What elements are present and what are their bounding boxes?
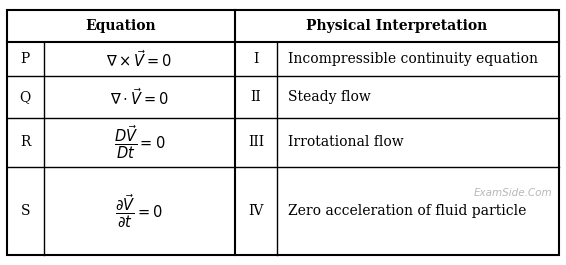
Text: $\nabla \times \vec{V} = 0$: $\nabla \times \vec{V} = 0$ xyxy=(106,49,172,70)
Text: II: II xyxy=(251,90,261,104)
Text: III: III xyxy=(248,135,264,149)
Text: IV: IV xyxy=(248,204,264,218)
Text: R: R xyxy=(20,135,31,149)
Text: ExamSide.Com: ExamSide.Com xyxy=(474,188,552,198)
Text: $\dfrac{D\vec{V}}{Dt} = 0$: $\dfrac{D\vec{V}}{Dt} = 0$ xyxy=(114,124,165,161)
Text: Physical Interpretation: Physical Interpretation xyxy=(306,19,488,33)
Text: Steady flow: Steady flow xyxy=(288,90,370,104)
Text: I: I xyxy=(254,52,259,66)
Text: Q: Q xyxy=(20,90,31,104)
Text: Equation: Equation xyxy=(85,19,156,33)
Text: Irrotational flow: Irrotational flow xyxy=(288,135,403,149)
Text: $\nabla \cdot \vec{V} = 0$: $\nabla \cdot \vec{V} = 0$ xyxy=(110,87,169,108)
Text: Incompressible continuity equation: Incompressible continuity equation xyxy=(288,52,538,66)
Text: Zero acceleration of fluid particle: Zero acceleration of fluid particle xyxy=(288,204,526,218)
Text: S: S xyxy=(20,204,30,218)
Text: P: P xyxy=(20,52,30,66)
Text: $\dfrac{\partial\vec{V}}{\partial t} = 0$: $\dfrac{\partial\vec{V}}{\partial t} = 0… xyxy=(115,192,163,230)
